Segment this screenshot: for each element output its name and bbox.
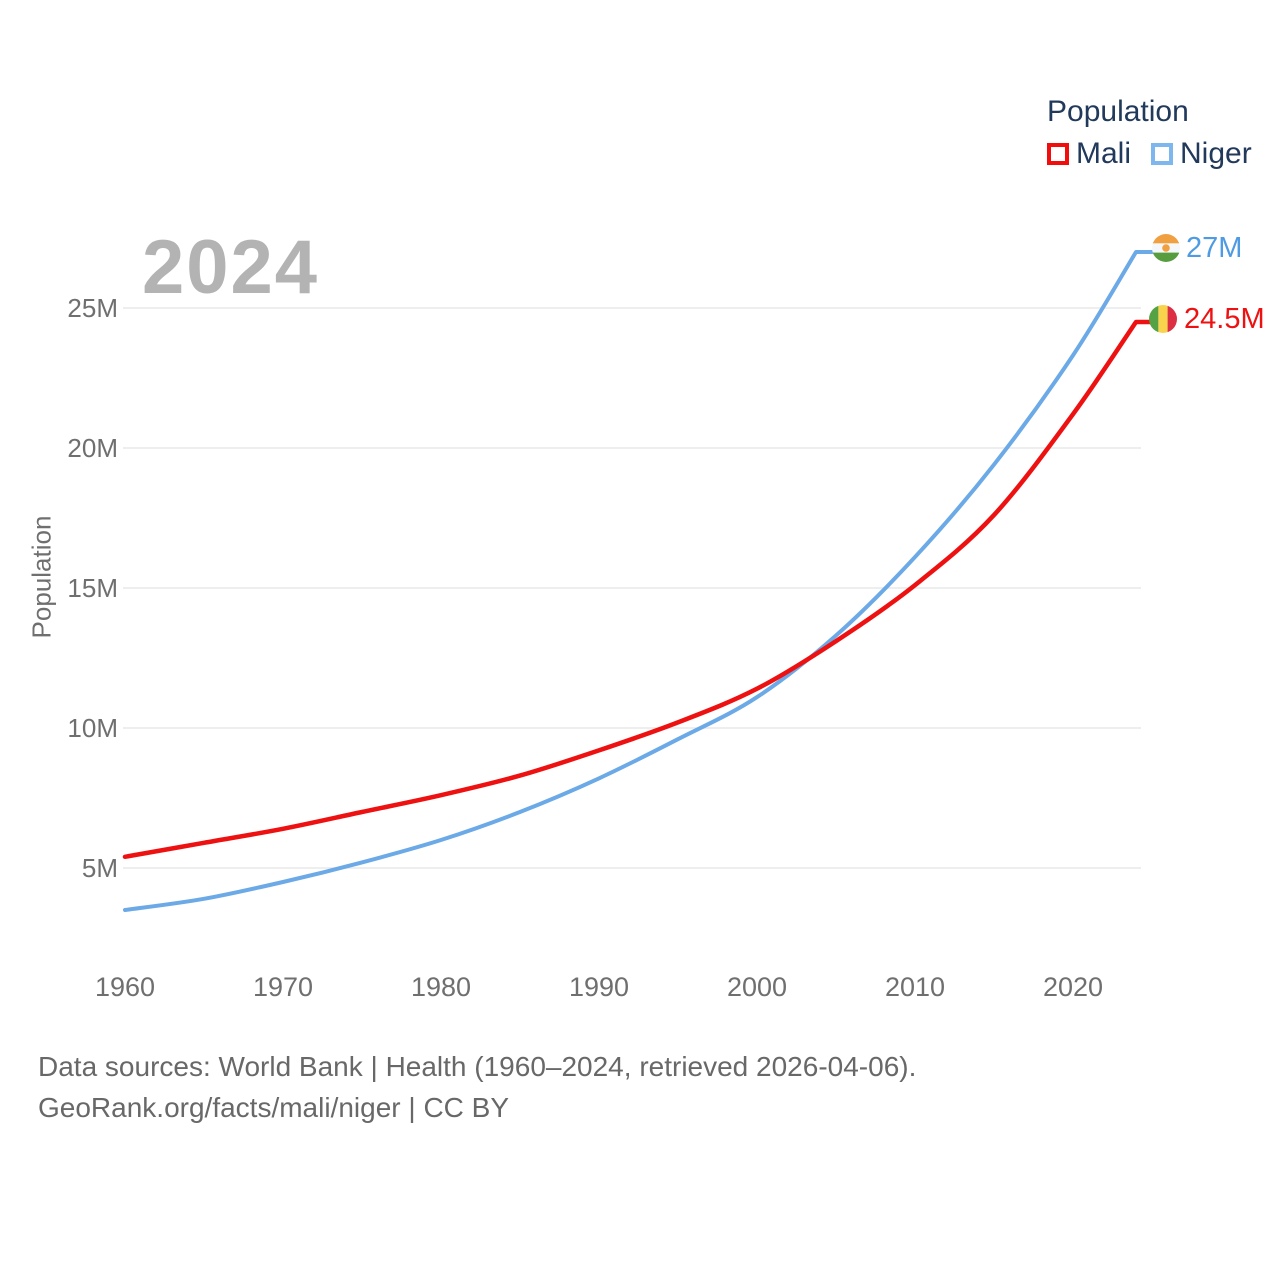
x-tick-label: 2020 [1042,972,1104,1002]
y-tick-label: 15M [67,573,118,603]
x-tick-label: 2010 [884,972,946,1002]
niger-end-value-label: 27M [1186,232,1243,264]
mali-swatch-icon [1047,143,1069,165]
y-tick-label: 20M [67,433,118,463]
legend-title: Population [1047,95,1189,128]
mali-end-value-label: 24.5M [1184,303,1265,335]
x-tick-label: 1970 [252,972,314,1002]
footer-url: GeoRank.org/facts/mali/niger | CC BY [38,1092,510,1123]
x-tick-label: 1990 [568,972,630,1002]
footer-attribution: Data sources: World Bank | Health (1960–… [38,1046,916,1128]
legend: Population Mali Niger [1047,96,1252,170]
legend-item-niger[interactable]: Niger [1151,138,1252,170]
legend-label-mali: Mali [1076,137,1132,170]
year-watermark: 2024 [142,225,320,310]
mali-line [122,319,1155,860]
y-tick-label: 5M [81,853,118,883]
x-tick-label: 2000 [726,972,788,1002]
footer-data-sources: Data sources: World Bank | Health (1960–… [38,1051,917,1082]
legend-item-mali[interactable]: Mali [1047,138,1131,170]
x-tick-label: 1980 [410,972,472,1002]
y-tick-label: 10M [67,713,118,743]
niger-line [123,250,1154,912]
niger-flag-icon [1152,234,1180,262]
legend-label-niger: Niger [1180,137,1252,170]
x-tick-label: 1960 [94,972,156,1002]
niger-swatch-icon [1151,143,1174,165]
y-tick-label: 25M [67,293,118,323]
mali-flag-icon [1149,305,1177,333]
